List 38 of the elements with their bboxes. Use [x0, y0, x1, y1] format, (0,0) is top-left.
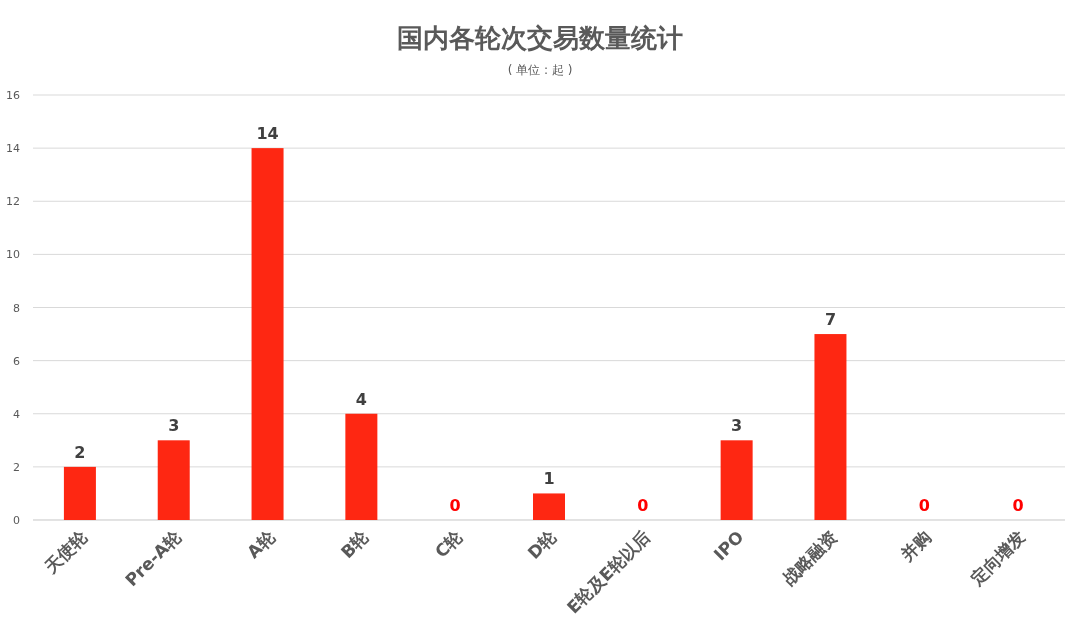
x-tick-label: E轮及E轮以后	[562, 526, 654, 618]
data-label: 3	[731, 416, 743, 436]
chart-title: 国内各轮次交易数量统计	[397, 23, 683, 53]
y-tick-label: 14	[6, 142, 20, 156]
bar	[720, 440, 753, 520]
data-label: 14	[256, 124, 279, 144]
x-tick-label: D轮	[523, 525, 561, 563]
x-tick-label: 天使轮	[39, 525, 92, 578]
data-label: 2	[74, 442, 86, 462]
x-tick-label: 战略融资	[779, 526, 842, 589]
y-tick-label: 16	[6, 89, 20, 102]
x-tick-label: 定向增发	[965, 526, 1029, 590]
data-label: 0	[637, 496, 649, 515]
y-tick-label: 10	[6, 248, 20, 262]
y-tick-label: 8	[13, 301, 20, 315]
x-tick-label: B轮	[336, 525, 373, 563]
y-tick-label: 4	[13, 407, 20, 421]
y-tick-label: 0	[13, 514, 20, 527]
y-tick-label: 12	[6, 195, 20, 209]
bar	[814, 334, 847, 520]
data-label: 0	[918, 496, 930, 515]
data-label: 0	[449, 496, 461, 515]
bar	[533, 493, 565, 520]
x-tick-label: 并购	[896, 526, 936, 566]
bar	[345, 413, 378, 520]
y-tick-label: 2	[13, 460, 20, 474]
x-tick-label: A轮	[242, 525, 280, 563]
bar	[157, 440, 190, 520]
bar	[63, 466, 96, 520]
data-label: 4	[355, 389, 367, 409]
bar	[251, 148, 284, 520]
data-label: 7	[824, 310, 837, 330]
y-tick-label: 6	[13, 354, 20, 368]
data-label: 1	[543, 469, 555, 489]
data-label: 0	[1012, 496, 1024, 515]
x-tick-label: C轮	[431, 525, 467, 562]
data-label: 3	[168, 416, 180, 436]
chart-subtitle: ( 单位 : 起 )	[507, 63, 573, 77]
